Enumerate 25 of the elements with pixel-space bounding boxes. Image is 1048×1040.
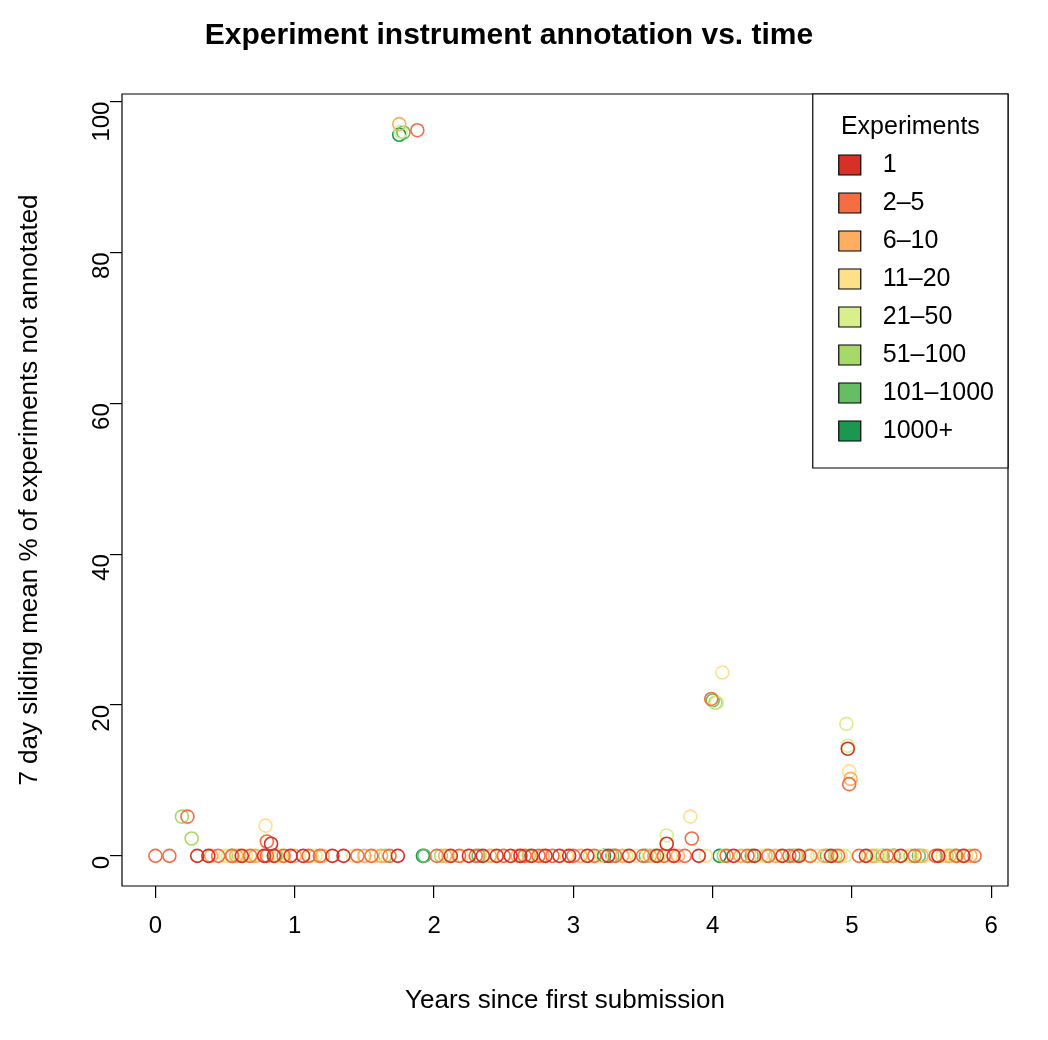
y-tick-label: 60 xyxy=(86,403,114,430)
legend-label: 21–50 xyxy=(882,300,953,329)
x-tick-label: 0 xyxy=(148,911,163,939)
legend-title: Experiments xyxy=(840,110,980,139)
y-tick-label: 0 xyxy=(86,855,114,870)
y-tick-label: 100 xyxy=(86,101,114,142)
x-axis-title: Years since first submission xyxy=(405,983,725,1014)
y-tick-label: 80 xyxy=(86,252,114,280)
x-tick-label: 1 xyxy=(288,911,302,939)
x-tick-label: 6 xyxy=(984,911,998,939)
y-tick-label: 20 xyxy=(86,704,114,732)
x-tick-label: 2 xyxy=(427,911,441,939)
legend-label: 11–20 xyxy=(882,262,951,291)
x-tick-label: 4 xyxy=(705,911,720,939)
legend-label: 101–1000 xyxy=(882,376,994,405)
y-axis-title: 7 day sliding mean % of experiments not annotated xyxy=(12,194,43,786)
chart-title: Experiment instrument annotation vs. time xyxy=(204,17,814,51)
legend-label: 1 xyxy=(882,148,897,177)
x-tick-label: 5 xyxy=(845,911,859,939)
x-tick-label: 3 xyxy=(566,911,581,939)
legend-label: 1000+ xyxy=(882,414,953,443)
y-tick-label: 40 xyxy=(86,554,114,581)
legend-label: 51–100 xyxy=(882,338,967,367)
legend-label: 2–5 xyxy=(882,186,925,215)
legend-label: 6–10 xyxy=(882,224,939,253)
